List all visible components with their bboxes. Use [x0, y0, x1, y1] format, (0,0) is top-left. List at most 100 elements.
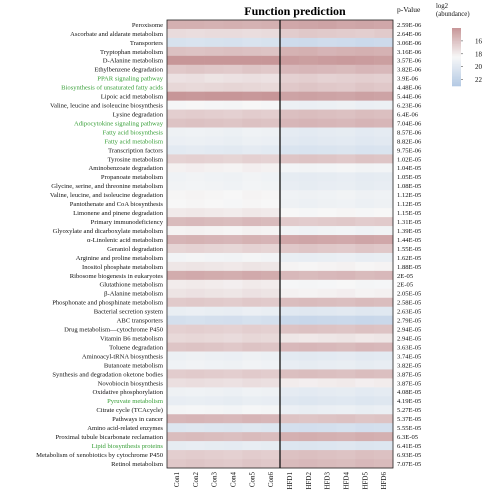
- row-label: Oxidative phosphorylation: [92, 389, 163, 396]
- heatmap-cell: [223, 333, 243, 343]
- heatmap-cell: [167, 82, 187, 92]
- legend-swatch: [452, 81, 461, 84]
- heatmap-cell: [242, 20, 262, 30]
- heatmap-cell: [223, 405, 243, 415]
- heatmap-cell: [261, 369, 281, 379]
- heatmap-cell: [204, 315, 224, 325]
- heatmap-cell: [185, 127, 205, 137]
- heatmap-cell: [204, 405, 224, 415]
- heatmap-cell: [261, 244, 281, 254]
- heatmap-cell: [185, 217, 205, 227]
- heatmap-cell: [167, 154, 187, 164]
- heatmap-cell: [336, 297, 356, 308]
- heatmap-cell: [317, 459, 337, 469]
- p-value: 7.07E-05: [397, 461, 422, 468]
- heatmap-cell: [204, 261, 224, 272]
- p-value: 2.94E-05: [397, 335, 422, 342]
- heatmap-cell: [167, 423, 187, 433]
- heatmap-cell: [223, 414, 243, 424]
- heatmap-cell: [355, 252, 375, 263]
- p-value: 1.12E-05: [397, 201, 422, 208]
- heatmap-cell: [261, 100, 281, 110]
- heatmap-cell: [317, 369, 337, 379]
- heatmap-cell: [317, 28, 337, 39]
- heatmap-cell: [167, 226, 187, 236]
- legend-swatch: [452, 48, 461, 51]
- heatmap-cell: [355, 450, 375, 460]
- heatmap-cell: [204, 91, 224, 101]
- heatmap-cell: [185, 423, 205, 433]
- heatmap-cell: [261, 396, 281, 406]
- heatmap-cell: [355, 199, 375, 209]
- heatmap-cell: [167, 172, 187, 182]
- heatmap-cell: [204, 20, 224, 30]
- row-labels: Peroxisome Ascorbate and aldarate metabol…: [36, 22, 164, 468]
- p-value: 3.82E-05: [397, 362, 422, 369]
- heatmap-cell: [185, 199, 205, 209]
- p-value: 4.08E-05: [397, 389, 422, 396]
- heatmap-cell: [223, 315, 243, 325]
- heatmap-cell: [355, 423, 375, 433]
- row-label: Biosynthesis of unsaturated fatty acids: [61, 85, 163, 92]
- heatmap-cell: [261, 199, 281, 209]
- p-value: 4.48E-06: [397, 85, 422, 92]
- heatmap-cell: [280, 127, 300, 137]
- heatmap-cell: [185, 306, 205, 316]
- p-value: 8.82E-06: [397, 138, 422, 145]
- heatmap-cell: [355, 244, 375, 254]
- legend-tick-label: 20: [475, 63, 483, 71]
- heatmap-cell: [261, 55, 281, 66]
- heatmap-cell: [374, 37, 394, 48]
- heatmap-cell: [185, 333, 205, 343]
- legend-swatch: [452, 52, 461, 55]
- p-value: 1.12E-05: [397, 192, 422, 199]
- heatmap-cell: [336, 432, 356, 442]
- heatmap-cell: [242, 91, 262, 101]
- row-label: Metabolism of xenobiotics by cytochrome …: [36, 452, 164, 459]
- heatmap-cell: [280, 423, 300, 433]
- heatmap-cell: [317, 73, 337, 84]
- heatmap-cell: [280, 414, 300, 424]
- heatmap-cell: [355, 459, 375, 469]
- p-value: 1.02E-05: [397, 156, 422, 163]
- heatmap-cell: [185, 324, 205, 334]
- heatmap-cell: [204, 118, 224, 128]
- heatmap-cell: [185, 414, 205, 424]
- heatmap-cell: [336, 55, 356, 66]
- heatmap-cell: [204, 252, 224, 263]
- heatmap-cell: [336, 181, 356, 191]
- heatmap-cell: [280, 163, 300, 173]
- legend-swatch: [452, 36, 461, 39]
- heatmap-cell: [298, 396, 318, 406]
- heatmap-cell: [280, 297, 300, 308]
- heatmap-cell: [185, 360, 205, 370]
- heatmap-cell: [317, 118, 337, 128]
- heatmap-cell: [374, 396, 394, 406]
- heatmap-cell: [355, 351, 375, 361]
- row-label: Synthesis and degradation oketone bodies: [52, 371, 163, 378]
- row-label: Propanoate metabolism: [101, 174, 164, 181]
- heatmap-cell: [374, 91, 394, 101]
- heatmap-cell: [204, 306, 224, 316]
- heatmap-cell: [204, 64, 224, 75]
- heatmap-cell: [355, 369, 375, 379]
- column-label: HFD2: [305, 472, 313, 490]
- heatmap-cell: [185, 441, 205, 451]
- heatmap-cell: [223, 244, 243, 254]
- heatmap-cell: [298, 127, 318, 137]
- row-label: Pantothenate and CoA biosynthesis: [70, 201, 164, 208]
- heatmap-cell: [280, 37, 300, 48]
- p-value: 2E-05: [397, 282, 414, 289]
- p-value: 1.31E-05: [397, 219, 422, 226]
- heatmap-cell: [355, 55, 375, 66]
- row-label: Adipocytokine signaling pathway: [74, 120, 164, 127]
- p-value: 3.87E-05: [397, 380, 422, 387]
- heatmap-cell: [317, 405, 337, 415]
- heatmap-cell: [317, 450, 337, 460]
- column-label: Con4: [229, 472, 237, 488]
- heatmap-cell: [355, 109, 375, 119]
- heatmap-cell: [298, 297, 318, 308]
- p-value: 5.44E-06: [397, 94, 422, 101]
- legend-swatch: [452, 46, 461, 49]
- heatmap-cell: [185, 226, 205, 236]
